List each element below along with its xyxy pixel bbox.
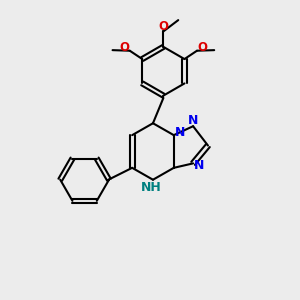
Text: N: N (194, 159, 204, 172)
Text: O: O (197, 41, 207, 54)
Text: N: N (188, 114, 198, 127)
Text: O: O (158, 20, 168, 33)
Text: N: N (175, 126, 185, 139)
Text: O: O (119, 41, 129, 54)
Text: NH: NH (141, 181, 162, 194)
